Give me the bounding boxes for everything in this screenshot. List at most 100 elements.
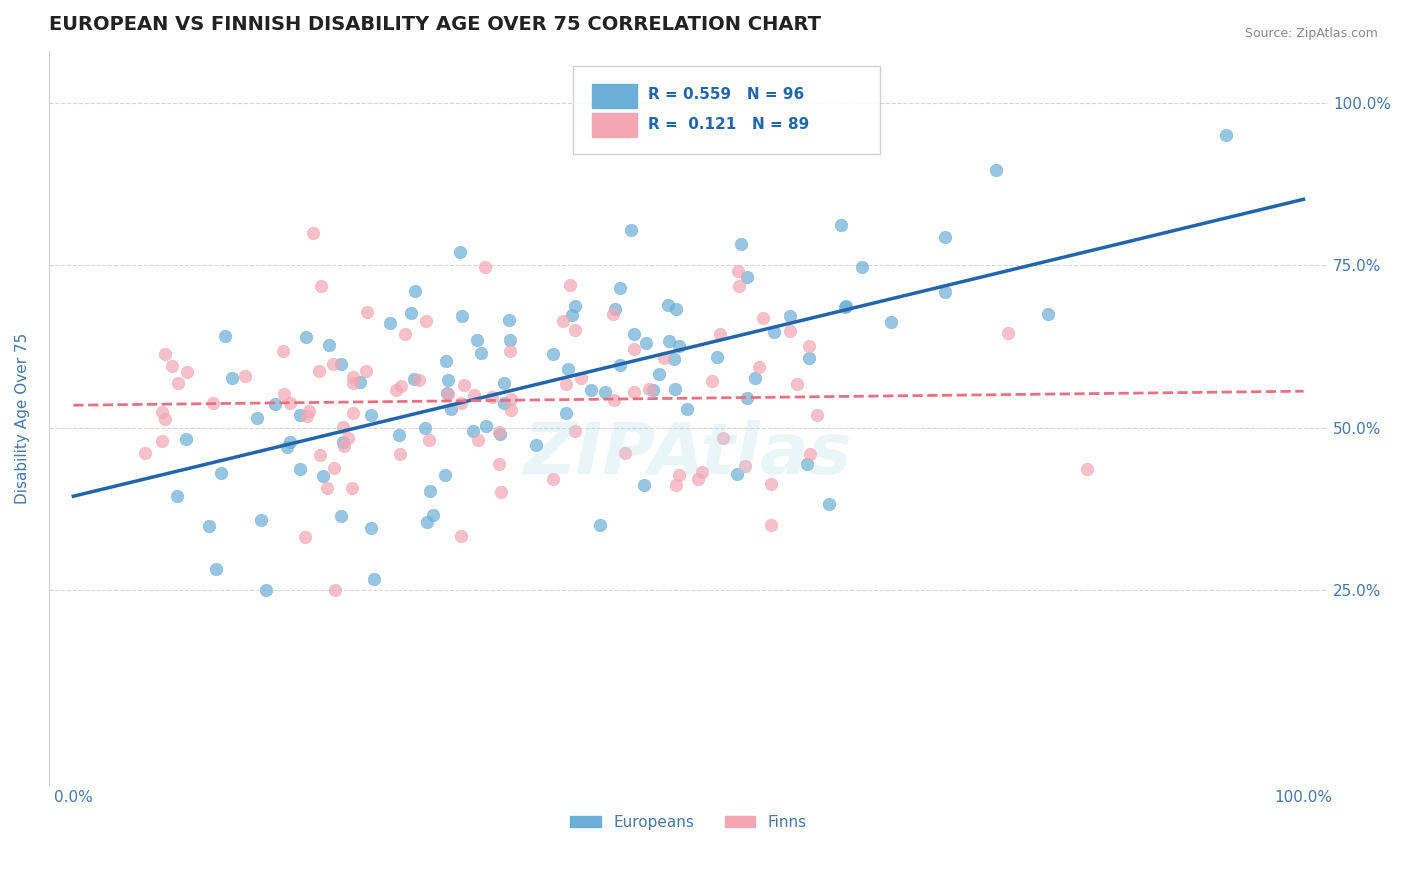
Point: [851, 260, 873, 275]
Point: [579, 383, 602, 397]
Point: [380, 316, 402, 330]
Point: [389, 447, 412, 461]
Point: [418, 433, 440, 447]
Point: [150, 405, 173, 419]
Point: [593, 384, 616, 399]
Point: [984, 162, 1007, 177]
Text: R = 0.559   N = 96: R = 0.559 N = 96: [648, 87, 804, 103]
Point: [668, 467, 690, 482]
Text: Source: ZipAtlas.com: Source: ZipAtlas.com: [1244, 27, 1378, 40]
Point: [174, 432, 197, 446]
Point: [250, 513, 273, 527]
Point: [762, 325, 785, 339]
Point: [264, 397, 287, 411]
Point: [437, 373, 460, 387]
Point: [204, 562, 226, 576]
Point: [354, 364, 377, 378]
Point: [153, 411, 176, 425]
Point: [415, 313, 437, 327]
Point: [297, 409, 319, 424]
Point: [221, 371, 243, 385]
Point: [668, 339, 690, 353]
Point: [623, 326, 645, 341]
Point: [748, 359, 770, 374]
Point: [209, 466, 232, 480]
Point: [288, 409, 311, 423]
Point: [309, 279, 332, 293]
Point: [278, 434, 301, 449]
Point: [489, 427, 512, 442]
Point: [323, 583, 346, 598]
Point: [541, 472, 564, 486]
Point: [557, 362, 579, 376]
FancyBboxPatch shape: [592, 84, 637, 108]
Point: [470, 345, 492, 359]
Point: [796, 457, 818, 471]
Point: [558, 277, 581, 292]
Point: [342, 406, 364, 420]
Point: [614, 446, 637, 460]
Point: [638, 382, 661, 396]
Point: [474, 260, 496, 275]
Point: [408, 373, 430, 387]
Point: [564, 299, 586, 313]
Point: [404, 284, 426, 298]
Point: [658, 334, 681, 348]
Point: [360, 521, 382, 535]
Point: [389, 379, 412, 393]
Point: [176, 365, 198, 379]
Point: [322, 358, 344, 372]
Point: [524, 438, 547, 452]
Point: [160, 359, 183, 373]
Point: [700, 374, 723, 388]
Point: [461, 424, 484, 438]
FancyBboxPatch shape: [592, 113, 637, 137]
Point: [166, 489, 188, 503]
Point: [318, 338, 340, 352]
Point: [436, 386, 458, 401]
Point: [779, 309, 801, 323]
Point: [363, 572, 385, 586]
Point: [273, 387, 295, 401]
Point: [934, 285, 956, 299]
Point: [342, 370, 364, 384]
Point: [779, 324, 801, 338]
Point: [336, 431, 359, 445]
Point: [422, 508, 444, 522]
Point: [623, 385, 645, 400]
Point: [744, 371, 766, 385]
Point: [394, 326, 416, 341]
Point: [298, 403, 321, 417]
Point: [806, 408, 828, 422]
Point: [727, 264, 749, 278]
Point: [450, 529, 472, 543]
Point: [603, 392, 626, 407]
Point: [709, 327, 731, 342]
Point: [589, 518, 612, 533]
Point: [150, 434, 173, 448]
Point: [734, 459, 756, 474]
Point: [349, 375, 371, 389]
Y-axis label: Disability Age Over 75: Disability Age Over 75: [15, 333, 30, 504]
Point: [1036, 307, 1059, 321]
Point: [294, 530, 316, 544]
Point: [564, 323, 586, 337]
Point: [730, 236, 752, 251]
Point: [553, 314, 575, 328]
Point: [725, 467, 748, 481]
Point: [437, 387, 460, 401]
Point: [728, 278, 751, 293]
Point: [735, 269, 758, 284]
Point: [463, 388, 485, 402]
Point: [308, 448, 330, 462]
Point: [711, 431, 734, 445]
Point: [329, 509, 352, 524]
Point: [235, 369, 257, 384]
Point: [360, 408, 382, 422]
FancyBboxPatch shape: [574, 65, 880, 153]
Point: [934, 230, 956, 244]
Point: [342, 376, 364, 390]
Point: [623, 343, 645, 357]
Point: [499, 403, 522, 417]
Point: [276, 440, 298, 454]
